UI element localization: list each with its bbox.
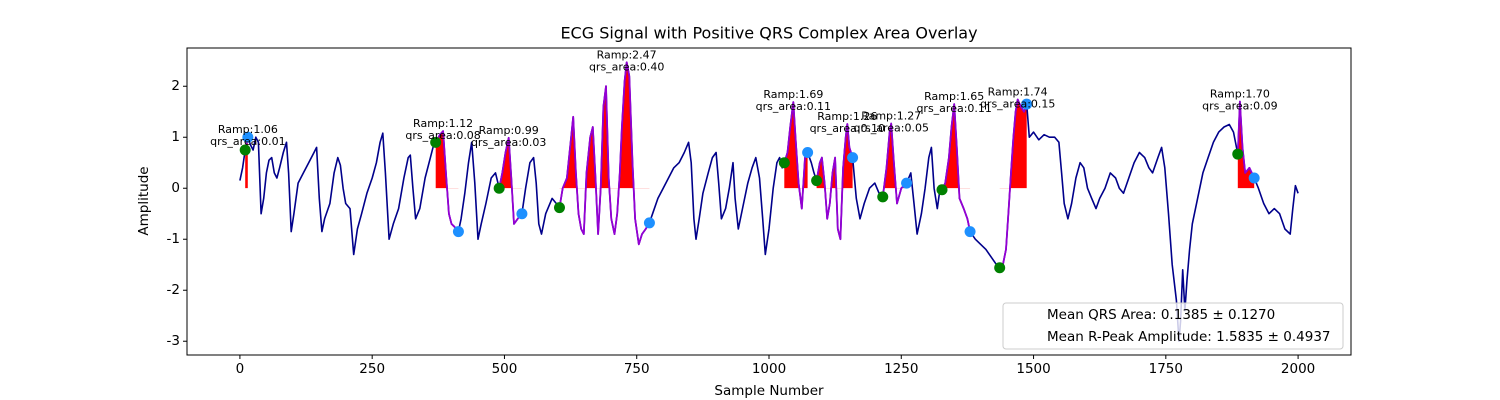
legend-box bbox=[1002, 302, 1344, 350]
legend-entry: Mean QRS Area: 0.1385 ± 0.1270 bbox=[1047, 307, 1275, 323]
qrs-segment bbox=[941, 103, 971, 232]
y-tick-label: -1 bbox=[167, 231, 180, 247]
peak-annotation: Ramp:1.12 bbox=[413, 117, 473, 130]
peak-annotation: qrs_area:0.05 bbox=[853, 121, 928, 134]
qrs-area-fill bbox=[562, 62, 634, 189]
peak-annotation: qrs_area:0.40 bbox=[589, 60, 664, 73]
legend-entry: Mean R-Peak Amplitude: 1.5835 ± 0.4937 bbox=[1047, 329, 1331, 345]
qrs-onset bbox=[493, 182, 505, 194]
qrs-offset bbox=[643, 217, 655, 229]
peak-annotation: qrs_area:0.03 bbox=[471, 136, 546, 149]
qrs-segment bbox=[783, 101, 809, 210]
qrs-offset bbox=[1021, 98, 1033, 110]
qrs-offset bbox=[964, 226, 976, 238]
qrs-segment bbox=[558, 61, 651, 246]
qrs-onset bbox=[553, 202, 565, 214]
x-tick-label: 1500 bbox=[1016, 361, 1050, 377]
qrs-offset bbox=[802, 147, 814, 159]
y-axis-label: Amplitude bbox=[136, 166, 152, 235]
qrs-segment bbox=[434, 130, 460, 233]
qrs-segment bbox=[815, 123, 854, 241]
y-tick-label: -2 bbox=[167, 282, 180, 298]
qrs-onset bbox=[430, 136, 442, 148]
qrs-segment bbox=[999, 98, 1028, 269]
peak-annotation: qrs_area:0.15 bbox=[980, 98, 1055, 111]
x-tick-label: 250 bbox=[359, 361, 385, 377]
qrs-segment bbox=[1236, 100, 1256, 179]
peak-annotation: Ramp:1.27 bbox=[861, 109, 921, 122]
peak-annotation: Ramp:1.06 bbox=[218, 123, 278, 136]
qrs-offset bbox=[516, 208, 528, 220]
x-tick-label: 2000 bbox=[1281, 361, 1315, 377]
qrs-onset bbox=[778, 157, 790, 169]
plot-area bbox=[239, 61, 1299, 342]
peak-annotation: Ramp:1.70 bbox=[1210, 88, 1270, 101]
qrs-segment bbox=[881, 122, 908, 205]
x-tick-label: 1750 bbox=[1149, 361, 1183, 377]
y-tick-label: 0 bbox=[171, 180, 180, 196]
peak-annotation: Ramp:2.47 bbox=[597, 48, 657, 61]
peak-annotation: qrs_area:0.11 bbox=[916, 102, 991, 115]
x-tick-label: 750 bbox=[624, 361, 650, 377]
qrs-segment bbox=[498, 136, 523, 225]
qrs-onset bbox=[877, 191, 889, 203]
y-tick-label: 1 bbox=[171, 129, 180, 145]
qrs-offset bbox=[847, 152, 859, 164]
y-tick-label: -3 bbox=[167, 333, 180, 349]
qrs-offset bbox=[1248, 172, 1260, 184]
peak-annotation: qrs_area:0.10 bbox=[810, 122, 885, 135]
qrs-onset bbox=[811, 175, 823, 187]
ecg-signal bbox=[239, 61, 1299, 342]
peak-annotation: Ramp:1.65 bbox=[924, 90, 984, 103]
qrs-onset bbox=[994, 262, 1006, 274]
qrs-offset bbox=[452, 226, 464, 238]
chart-title: ECG Signal with Positive QRS Complex Are… bbox=[560, 24, 977, 43]
qrs-onset bbox=[936, 184, 948, 196]
x-axis-label: Sample Number bbox=[714, 383, 824, 399]
qrs-area-fill bbox=[1237, 101, 1255, 189]
y-tick-label: 2 bbox=[171, 78, 180, 94]
peak-annotation: Ramp:1.74 bbox=[988, 86, 1048, 99]
qrs-area-fill bbox=[1009, 99, 1027, 189]
peak-annotation: Ramp:0.99 bbox=[479, 124, 539, 137]
peak-annotation: qrs_area:0.01 bbox=[210, 135, 285, 148]
peak-annotation: qrs_area:0.11 bbox=[756, 100, 831, 113]
x-tick-label: 0 bbox=[236, 361, 245, 377]
peak-annotation: Ramp:1.26 bbox=[817, 110, 877, 123]
x-tick-label: 500 bbox=[492, 361, 518, 377]
x-tick-label: 1000 bbox=[752, 361, 786, 377]
peak-annotation: qrs_area:0.08 bbox=[405, 129, 480, 142]
qrs-offset bbox=[242, 131, 254, 143]
qrs-onset bbox=[1232, 148, 1244, 160]
peak-annotation: qrs_area:0.09 bbox=[1202, 100, 1277, 113]
qrs-onset bbox=[239, 144, 251, 156]
qrs-offset bbox=[901, 177, 913, 189]
peak-annotation: Ramp:1.69 bbox=[763, 88, 823, 101]
x-tick-label: 1250 bbox=[884, 361, 918, 377]
